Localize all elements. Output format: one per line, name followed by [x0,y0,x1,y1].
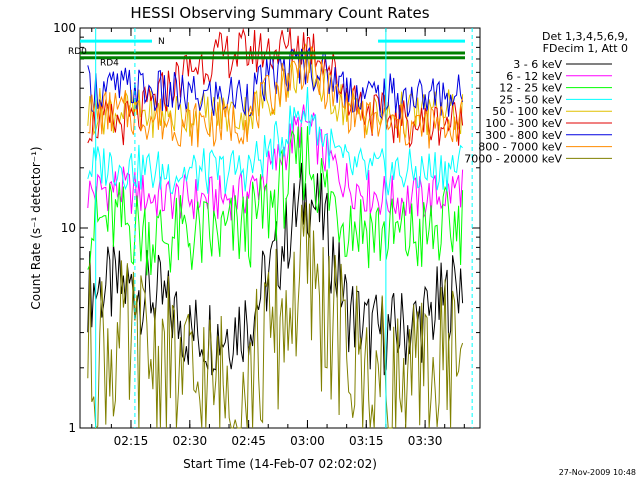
chart-title: HESSI Observing Summary Count Rates [130,4,429,22]
x-tick-label: 03:30 [408,434,443,448]
x-tick-label: 02:45 [231,434,266,448]
series-line [87,27,464,149]
legend-header-line: Det 1,3,4,5,6,9, [542,30,628,43]
x-tick-label: 03:15 [349,434,384,448]
x-tick-label: 03:00 [290,434,325,448]
legend-label: 800 - 7000 keV [478,141,562,154]
series-line [87,46,464,149]
series-line [87,126,464,276]
legend-label: 50 - 100 keV [492,105,562,118]
legend-label: 12 - 25 keV [499,82,562,95]
legend-label: 25 - 50 keV [499,93,562,106]
x-axis-label: Start Time (14-Feb-07 02:02:02) [183,457,377,471]
y-axis-label: Count Rate (s⁻¹ detector⁻¹) [29,146,43,309]
legend-label: 300 - 800 keV [485,129,562,142]
y-tick-label: 10 [61,221,76,235]
legend-label: 3 - 6 keV [513,58,562,71]
y-tick-label: 1 [68,421,76,435]
legend-label: 100 - 300 keV [485,117,562,130]
series-line [87,104,464,221]
x-tick-label: 02:15 [114,434,149,448]
series-line [87,202,464,430]
rd0-label: RD0 [68,47,87,57]
series-line [87,86,463,196]
y-tick-label: 100 [53,21,76,35]
legend-label: 7000 - 20000 keV [464,152,562,165]
x-tick-label: 02:30 [173,434,208,448]
legend-header-line: FDecim 1, Att 0 [543,42,628,55]
legend-label: 6 - 12 keV [506,70,562,83]
n-label: N [158,37,165,47]
rd4-label: RD4 [100,59,119,69]
footer-timestamp: 27-Nov-2009 10:48 [559,468,636,477]
